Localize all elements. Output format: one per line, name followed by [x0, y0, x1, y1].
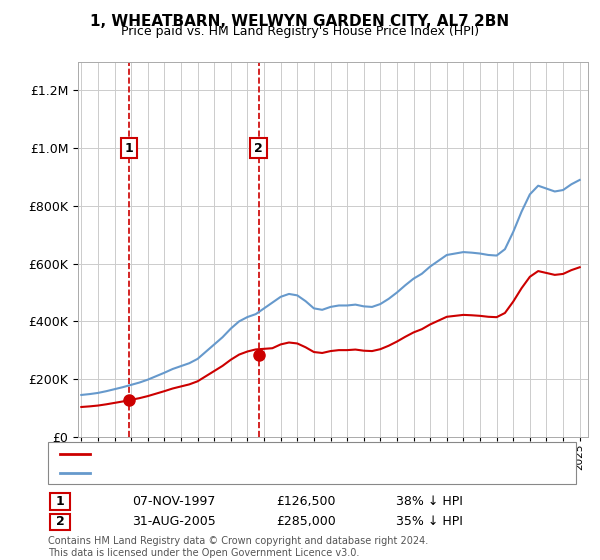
Text: £285,000: £285,000	[276, 515, 336, 529]
Text: 2: 2	[56, 515, 64, 529]
Text: Contains HM Land Registry data © Crown copyright and database right 2024.
This d: Contains HM Land Registry data © Crown c…	[48, 536, 428, 558]
Text: 07-NOV-1997: 07-NOV-1997	[132, 494, 215, 508]
Text: 1: 1	[124, 142, 133, 155]
Text: 2: 2	[254, 142, 263, 155]
Text: 1, WHEATBARN, WELWYN GARDEN CITY, AL7 2BN (detached house): 1, WHEATBARN, WELWYN GARDEN CITY, AL7 2B…	[93, 449, 470, 459]
Text: HPI: Average price, detached house, Welwyn Hatfield: HPI: Average price, detached house, Welw…	[93, 468, 390, 478]
Text: 31-AUG-2005: 31-AUG-2005	[132, 515, 216, 529]
Text: Price paid vs. HM Land Registry's House Price Index (HPI): Price paid vs. HM Land Registry's House …	[121, 25, 479, 38]
Text: 1, WHEATBARN, WELWYN GARDEN CITY, AL7 2BN: 1, WHEATBARN, WELWYN GARDEN CITY, AL7 2B…	[91, 14, 509, 29]
Text: 35% ↓ HPI: 35% ↓ HPI	[396, 515, 463, 529]
Text: 1: 1	[56, 494, 64, 508]
Text: £126,500: £126,500	[276, 494, 335, 508]
Text: 38% ↓ HPI: 38% ↓ HPI	[396, 494, 463, 508]
